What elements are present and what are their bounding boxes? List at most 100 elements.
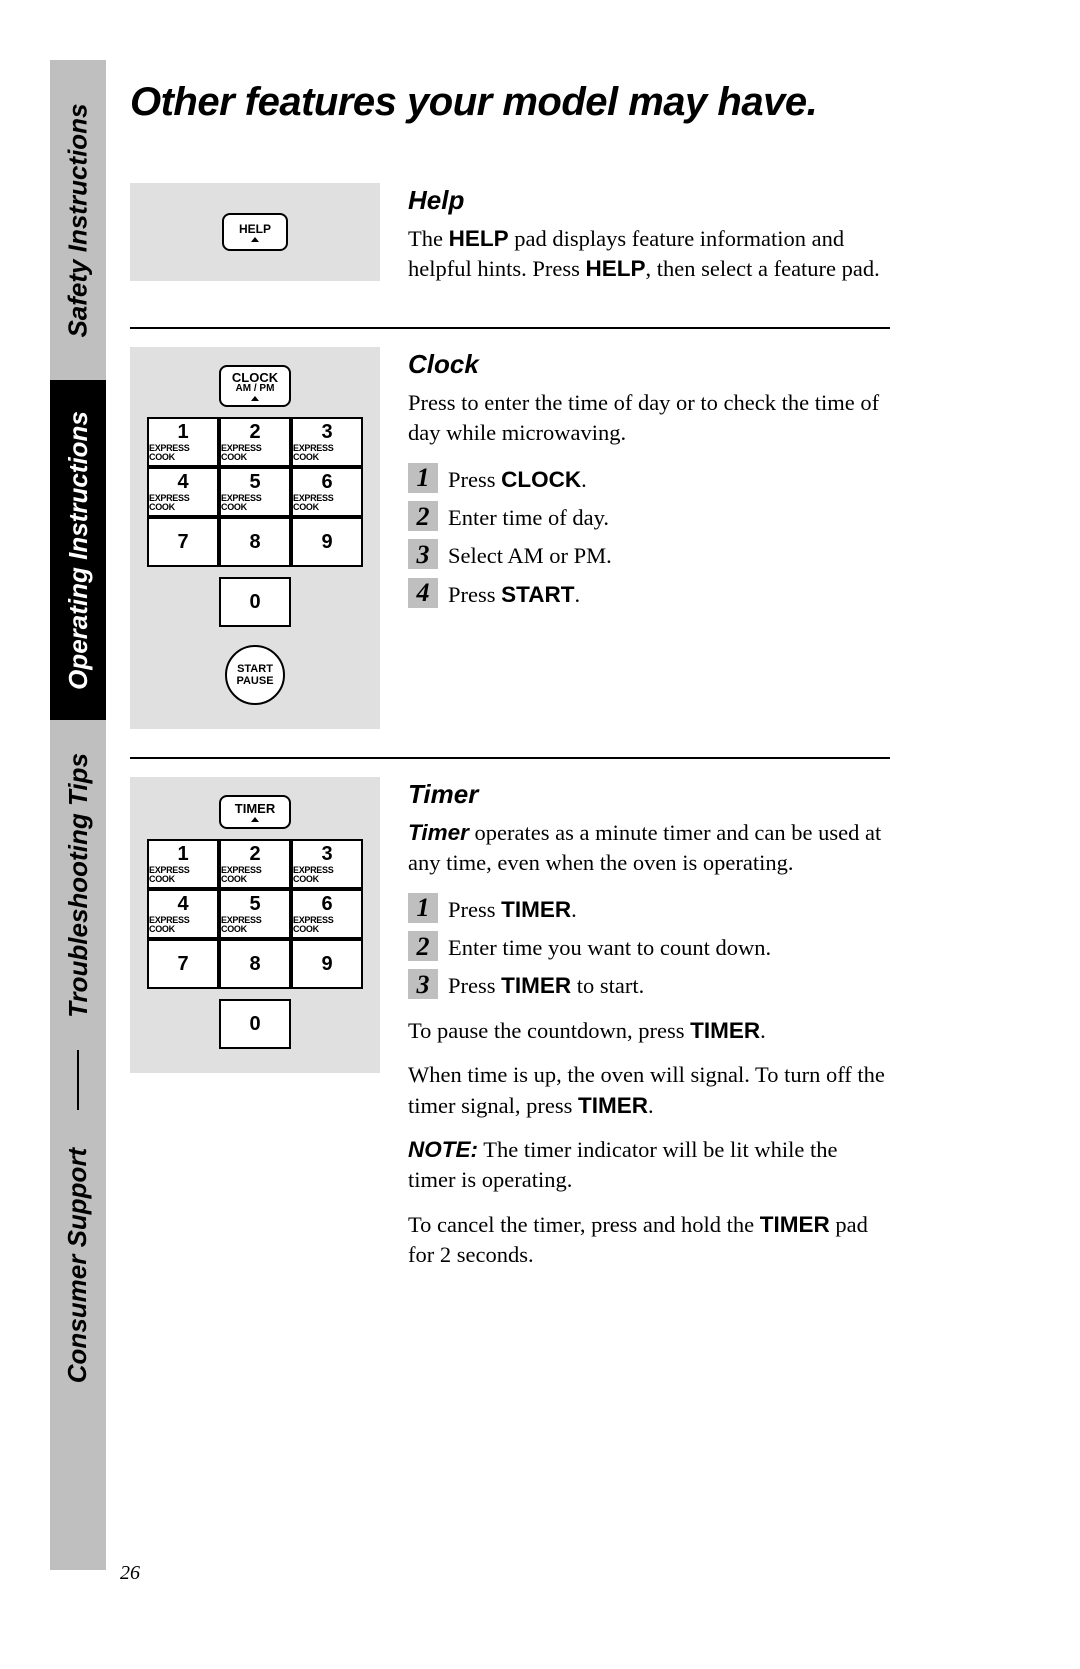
step-list: 1Press CLOCK.2Enter time of day.3Select … xyxy=(408,463,890,611)
keypad-key-0[interactable]: 0 xyxy=(219,577,291,627)
step-text: Press TIMER to start. xyxy=(448,969,644,1001)
step-text: Press CLOCK. xyxy=(448,463,587,495)
step: 2Enter time you want to count down. xyxy=(408,931,890,963)
key-number: 7 xyxy=(177,954,188,974)
key-number: 8 xyxy=(249,532,260,552)
keypad-key-9[interactable]: 9 xyxy=(291,517,363,567)
keypad-help: HELP xyxy=(130,183,380,281)
keypad-key-5[interactable]: 5EXPRESS COOK xyxy=(219,467,291,517)
key-sublabel: EXPRESS COOK xyxy=(149,494,217,512)
tab-safety-instructions[interactable]: Safety Instructions xyxy=(50,60,106,380)
keypad-key-4[interactable]: 4 EXPRESS COOK xyxy=(147,467,219,517)
timer-button[interactable]: TIMER xyxy=(219,795,291,829)
step: 2 Enter time of day. xyxy=(408,501,890,533)
tab-filler xyxy=(50,1420,106,1570)
keypad-key-2[interactable]: 2EXPRESS COOK xyxy=(219,417,291,467)
tab-label: Operating Instructions xyxy=(63,411,94,690)
keypad-key-2[interactable]: 2 EXPRESS COOK xyxy=(219,839,291,889)
main-content: Other features your model may have. HELP… xyxy=(130,80,890,1270)
key-number: 6 xyxy=(321,472,332,492)
step-number: 4 xyxy=(408,578,438,608)
step: 3Press TIMER to start. xyxy=(408,969,890,1001)
body-text: The HELP pad displays feature informatio… xyxy=(408,224,890,285)
key-number: 7 xyxy=(177,532,188,552)
key-number: 4 xyxy=(177,472,188,492)
step-text: Enter time of day. xyxy=(448,501,609,533)
clock-button[interactable]: CLOCK AM / PM xyxy=(219,365,291,407)
tab-consumer-support[interactable]: Consumer Support xyxy=(50,1110,106,1420)
button-label-line1: START xyxy=(237,663,273,675)
start-pause-button[interactable]: START PAUSE xyxy=(225,645,285,705)
key-number: 3 xyxy=(321,422,332,442)
key-sublabel: EXPRESS COOK xyxy=(149,916,217,934)
key-number: 5 xyxy=(249,894,260,914)
tab-divider xyxy=(50,1050,106,1110)
keypad-key-8[interactable]: 8 xyxy=(219,939,291,989)
body-text: When time is up, the oven will signal. T… xyxy=(408,1060,890,1121)
section-help: HELP Help The HELP pad displays feature … xyxy=(130,165,890,299)
key-number: 8 xyxy=(249,954,260,974)
arrow-up-icon xyxy=(251,237,259,242)
section-heading: Help xyxy=(408,183,890,218)
step: 4 Press START. xyxy=(408,578,890,610)
step-list: 1Press TIMER. 2Enter time you want to cou… xyxy=(408,893,890,1002)
page-title: Other features your model may have. xyxy=(130,80,890,125)
keypad-key-3[interactable]: 3EXPRESS COOK xyxy=(291,839,363,889)
keypad-key-4[interactable]: 4EXPRESS COOK xyxy=(147,889,219,939)
keypad-key-7[interactable]: 7 xyxy=(147,517,219,567)
tab-label: Consumer Support xyxy=(63,1147,94,1382)
keypad-key-1[interactable]: 1EXPRESS COOK xyxy=(147,839,219,889)
body-text: To pause the countdown, press TIMER. xyxy=(408,1016,890,1046)
help-button[interactable]: HELP xyxy=(222,213,288,251)
step-number: 2 xyxy=(408,501,438,531)
step-number: 3 xyxy=(408,539,438,569)
keypad-key-0[interactable]: 0 xyxy=(219,999,291,1049)
section-heading: Clock xyxy=(408,347,890,382)
step-text: Press TIMER. xyxy=(448,893,577,925)
keypad-grid: 1EXPRESS COOK2EXPRESS COOK3EXPRESS COOK4… xyxy=(147,417,363,567)
body-text: Timer operates as a minute timer and can… xyxy=(408,818,890,879)
button-label: HELP xyxy=(239,223,271,235)
key-sublabel: EXPRESS COOK xyxy=(293,444,361,462)
keypad-zero-row: 0 xyxy=(219,577,291,627)
step-text: Select AM or PM. xyxy=(448,539,612,571)
step: 1Press TIMER. xyxy=(408,893,890,925)
key-number: 2 xyxy=(249,844,260,864)
key-number: 1 xyxy=(177,422,188,442)
key-number: 0 xyxy=(249,1014,260,1034)
tab-operating-instructions[interactable]: Operating Instructions xyxy=(50,380,106,720)
step-text: Enter time you want to count down. xyxy=(448,931,771,963)
key-sublabel: EXPRESS COOK xyxy=(293,494,361,512)
step-text: Press START. xyxy=(448,578,580,610)
body-text: NOTE: The timer indicator will be lit wh… xyxy=(408,1135,890,1196)
key-sublabel: EXPRESS COOK xyxy=(221,866,289,884)
keypad-key-9[interactable]: 9 xyxy=(291,939,363,989)
key-number: 9 xyxy=(321,954,332,974)
key-sublabel: EXPRESS COOK xyxy=(149,444,217,462)
button-label-line1: CLOCK xyxy=(232,371,278,384)
keypad-key-6[interactable]: 6 EXPRESS COOK xyxy=(291,467,363,517)
keypad-key-3[interactable]: 3 EXPRESS COOK xyxy=(291,417,363,467)
keypad-key-5[interactable]: 5EXPRESS COOK xyxy=(219,889,291,939)
key-sublabel: EXPRESS COOK xyxy=(221,444,289,462)
button-label-line2: AM / PM xyxy=(236,384,275,394)
step: 3 Select AM or PM. xyxy=(408,539,890,571)
tab-label: Troubleshooting Tips xyxy=(63,753,94,1018)
key-sublabel: EXPRESS COOK xyxy=(149,866,217,884)
keypad-key-8[interactable]: 8 xyxy=(219,517,291,567)
tab-troubleshooting-tips[interactable]: Troubleshooting Tips xyxy=(50,720,106,1050)
keypad-key-1[interactable]: 1 EXPRESS COOK xyxy=(147,417,219,467)
keypad-key-7[interactable]: 7 xyxy=(147,939,219,989)
section-heading: Timer xyxy=(408,777,890,812)
text-timer: Timer Timer operates as a minute timer a… xyxy=(408,777,890,1271)
key-number: 0 xyxy=(249,592,260,612)
after-paragraphs: To pause the countdown, press TIMER. When… xyxy=(408,1016,890,1271)
text-clock: Clock Press to enter the time of day or … xyxy=(408,347,890,610)
keypad-timer: TIMER 1EXPRESS COOK2EXPRESS COOK3EXPRESS… xyxy=(130,777,380,1073)
keypad-grid: 1EXPRESS COOK2EXPRESS COOK3EXPRESS COOK4… xyxy=(147,839,363,989)
key-number: 5 xyxy=(249,472,260,492)
keypad-key-6[interactable]: 6EXPRESS COOK xyxy=(291,889,363,939)
text-help: Help The HELP pad displays feature infor… xyxy=(408,183,890,299)
key-sublabel: EXPRESS COOK xyxy=(293,916,361,934)
body-text: To cancel the timer, press and hold the … xyxy=(408,1210,890,1271)
